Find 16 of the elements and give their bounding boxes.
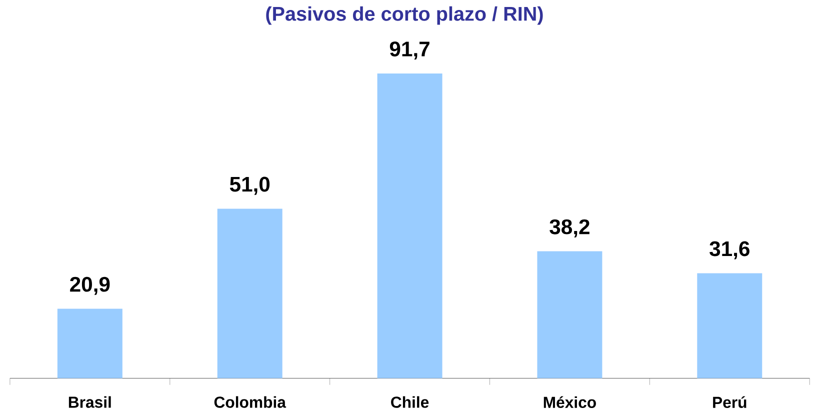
x-tick-label: Chile [391, 396, 429, 408]
bar [217, 208, 282, 378]
bar [697, 273, 762, 378]
bar [57, 308, 122, 378]
data-label: 51,0 [230, 176, 270, 195]
data-label: 38,2 [550, 219, 590, 238]
x-tick-label: Brasil [68, 396, 111, 408]
chart-title: (Pasivos de corto plazo / RIN) [266, 6, 543, 25]
bar [537, 251, 602, 378]
x-tick-label: Perú [713, 396, 746, 408]
data-label: 20,9 [70, 276, 110, 295]
x-tick-label: Colombia [214, 396, 286, 408]
x-tick-label: México [544, 396, 596, 408]
bar [377, 74, 442, 378]
data-label: 31,6 [710, 241, 750, 260]
data-label: 91,7 [390, 42, 430, 60]
